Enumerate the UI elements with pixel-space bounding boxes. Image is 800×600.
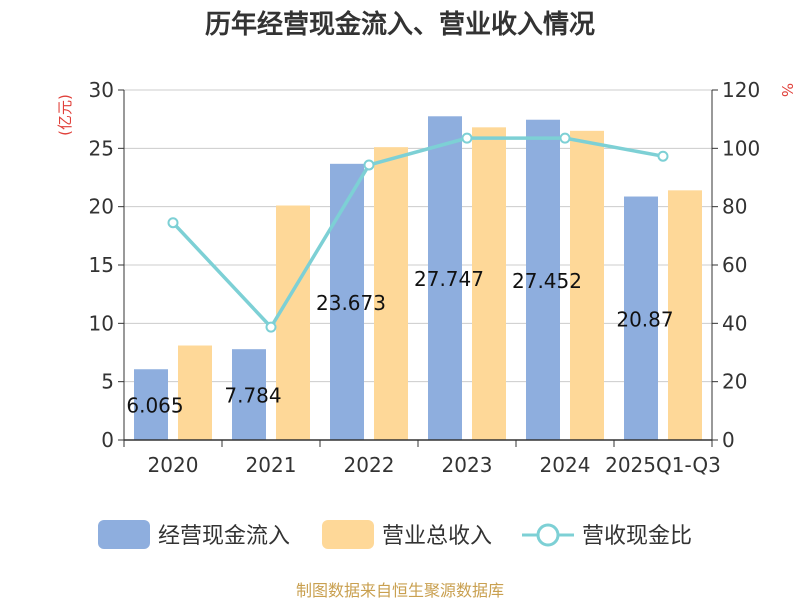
axes: 0 5 10 15 20 25 30 0 20 40 60 80 100 120 2020 2021 2022 2…	[89, 78, 761, 477]
ratio-polyline	[171, 136, 664, 329]
bar-cash-inflow-3	[428, 116, 462, 440]
ratio-point-3	[461, 132, 473, 144]
bar-cash-inflow-2	[330, 163, 364, 440]
y-left-tick-label-5: 25	[89, 136, 114, 160]
y-left-unit: (亿元)	[56, 94, 74, 136]
ratio-point-5	[657, 150, 669, 162]
data-label-cash-inflow-1: 7.784	[224, 384, 281, 408]
bar-revenue-2	[374, 147, 408, 440]
ratio-point-2	[363, 159, 375, 171]
source-note: 制图数据来自恒生聚源数据库	[296, 581, 504, 600]
data-label-cash-inflow-0: 6.065	[126, 394, 183, 418]
y-left-tick-label-2: 10	[89, 311, 114, 335]
y-left-tick-label-4: 20	[89, 195, 114, 219]
bar-cash-inflow-4	[526, 119, 560, 440]
data-label-cash-inflow-4: 27.452	[512, 269, 582, 293]
grid-lines	[124, 89, 712, 383]
ratio-point-0	[167, 217, 179, 229]
legend-swatch-cash-inflow	[98, 520, 150, 549]
bar-cash-inflow-1	[232, 349, 266, 440]
y-right-tick-label-1: 20	[722, 370, 747, 394]
legend-label-ratio: 营收现金比	[582, 524, 692, 549]
y-right-tick-label-5: 100	[722, 136, 760, 160]
ratio-point-4	[559, 132, 571, 144]
chart-title: 历年经营现金流入、营业收入情况	[205, 9, 595, 40]
legend-swatch-ratio-marker	[536, 523, 560, 547]
legend: 经营现金流入 营业总收入 营收现金比	[98, 520, 692, 549]
y-left-tick-label-3: 15	[89, 253, 114, 277]
y-right-tick-label-2: 40	[722, 311, 747, 335]
bar-revenue-0	[178, 345, 212, 440]
bar-revenue-1	[276, 205, 310, 440]
legend-label-cash-inflow: 经营现金流入	[158, 524, 290, 549]
data-label-cash-inflow-2: 23.673	[316, 291, 386, 315]
bar-revenue-5	[668, 190, 702, 440]
data-label-cash-inflow-5: 20.87	[616, 307, 673, 331]
y-right-tick-label-6: 120	[722, 78, 760, 102]
bars	[134, 116, 702, 441]
y-left-tick-label-6: 30	[89, 78, 114, 102]
ratio-line	[167, 132, 669, 333]
y-right-tick-label-0: 0	[722, 428, 735, 452]
data-labels: 6.065 7.784 23.673 27.747 27.452 20.87	[126, 267, 673, 417]
x-tick-label-4: 2024	[540, 453, 591, 477]
ratio-point-1	[265, 321, 277, 333]
x-tick-label-1: 2021	[246, 453, 297, 477]
y-right-tick-label-4: 80	[722, 195, 747, 219]
y-left-tick-label-0: 0	[101, 428, 114, 452]
bar-revenue-4	[570, 130, 604, 441]
bar-cash-inflow-5	[624, 196, 658, 440]
legend-swatch-revenue	[322, 520, 374, 549]
x-tick-label-3: 2023	[442, 453, 493, 477]
bar-revenue-3	[472, 127, 506, 440]
y-right-tick-label-3: 60	[722, 253, 747, 277]
x-tick-label-2: 2022	[344, 453, 395, 477]
x-tick-label-5: 2025Q1-Q3	[605, 453, 721, 477]
x-tick-label-0: 2020	[148, 453, 199, 477]
bar-cash-inflow-0	[134, 369, 168, 440]
y-right-unit: %	[778, 83, 796, 97]
y-left-tick-label-1: 5	[101, 370, 114, 394]
data-label-cash-inflow-3: 27.747	[414, 267, 484, 291]
legend-label-revenue: 营业总收入	[382, 524, 492, 549]
